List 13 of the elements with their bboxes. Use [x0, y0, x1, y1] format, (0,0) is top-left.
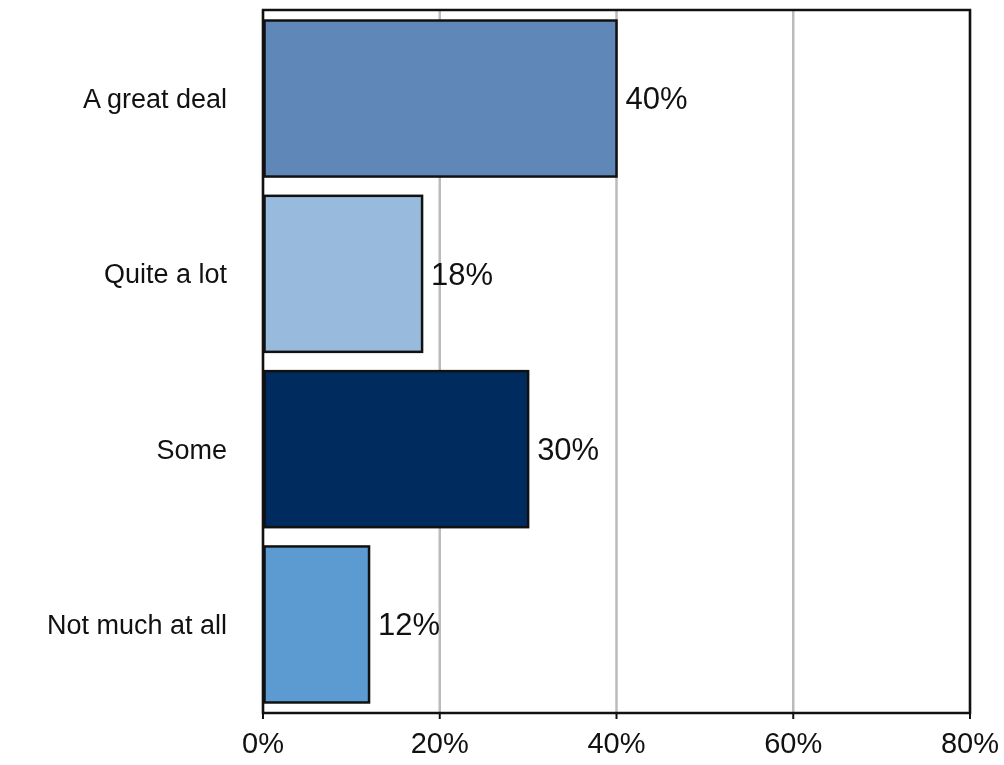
y-tick-label: A great deal [82, 83, 227, 114]
y-tick-label: Some [156, 434, 227, 465]
x-tick-label: 80% [940, 727, 1000, 759]
data-label: 40% [625, 81, 688, 117]
data-label: 30% [537, 432, 600, 468]
x-tick-label: 60% [764, 727, 823, 759]
y-tick-label: Not much at all [46, 609, 227, 640]
y-tick-label: Quite a lot [103, 259, 228, 290]
data-label: 18% [431, 256, 494, 292]
x-tick-label: 40% [587, 727, 646, 759]
data-label: 12% [378, 607, 441, 643]
x-tick-label: 20% [410, 727, 469, 759]
x-tick-label: 0% [242, 727, 284, 759]
